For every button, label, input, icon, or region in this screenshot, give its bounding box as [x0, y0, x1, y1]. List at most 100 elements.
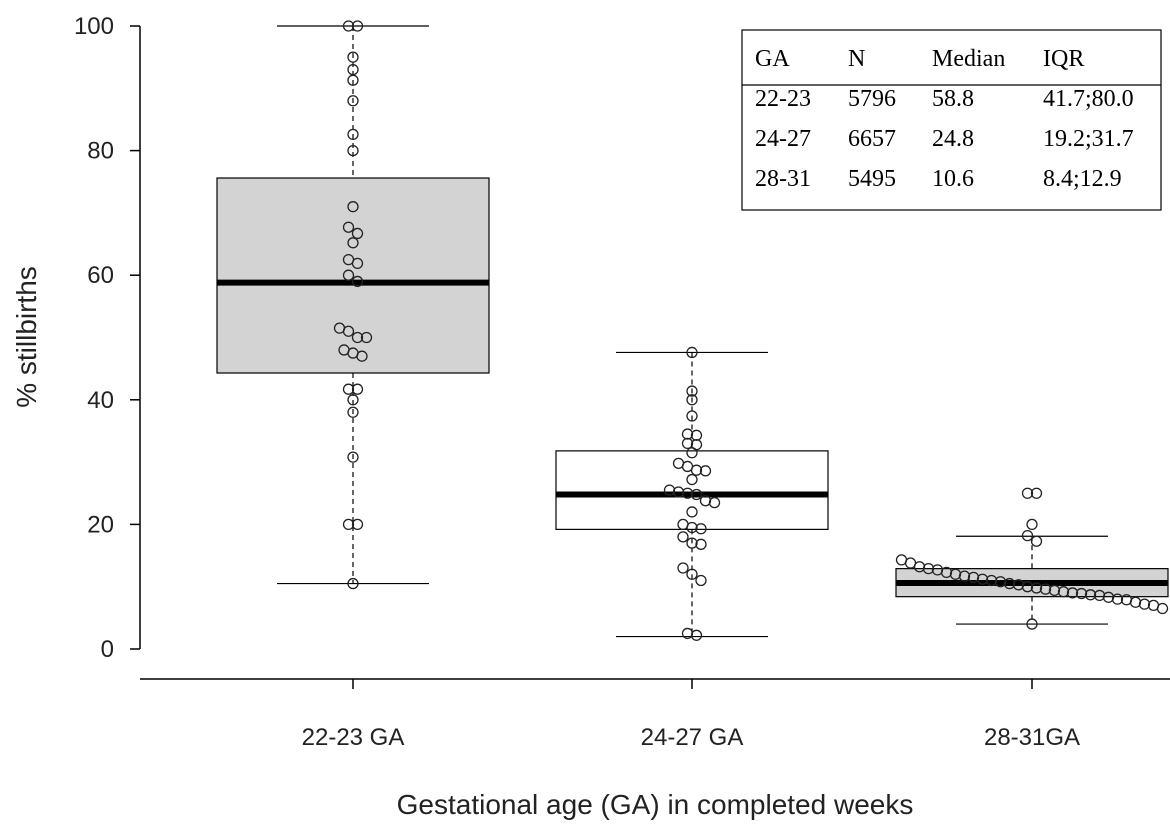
data-point — [347, 95, 359, 107]
data-point — [1048, 584, 1061, 597]
data-point — [672, 486, 685, 498]
table-cell: 28-31 — [755, 166, 811, 192]
summary-table: GA N Median IQR 22-23 5796 58.8 41.7;80.0 24-27 6… — [741, 29, 1162, 211]
table-cell: 58.8 — [932, 86, 974, 112]
data-point — [922, 562, 935, 575]
data-point — [342, 20, 355, 32]
data-point — [347, 406, 359, 418]
x-ticks: 22-23 GA 24-27 GA 28-31GA — [302, 679, 1080, 751]
data-point — [342, 221, 355, 233]
y-tick-label: 40 — [87, 387, 114, 414]
data-point — [347, 394, 359, 406]
data-point — [686, 346, 698, 359]
summary-table-border — [741, 29, 1162, 211]
box-group — [555, 346, 829, 641]
data-point — [708, 496, 721, 509]
data-point — [1039, 583, 1052, 595]
data-point — [976, 573, 989, 585]
data-point — [686, 521, 698, 534]
data-point — [1021, 529, 1034, 542]
data-point — [347, 128, 359, 141]
y-tick-label: 100 — [74, 13, 114, 40]
data-point — [677, 562, 689, 574]
table-cell: 6657 — [848, 126, 896, 152]
data-point — [1026, 518, 1038, 531]
box-group — [216, 20, 490, 590]
data-point — [1129, 596, 1142, 608]
y-tick-label: 20 — [87, 511, 114, 538]
data-point — [1057, 586, 1070, 598]
table-header-cell: N — [848, 46, 865, 72]
table-cell: 5796 — [848, 86, 896, 112]
data-point — [1084, 589, 1097, 601]
data-point — [686, 385, 698, 397]
y-tick-label: 0 — [101, 636, 114, 663]
data-point — [347, 201, 359, 213]
data-point — [1138, 598, 1151, 610]
data-point — [1030, 487, 1043, 499]
data-point — [686, 394, 698, 406]
table-cell: 24-27 — [755, 126, 811, 152]
data-point — [347, 451, 359, 463]
x-tick-label: 28-31GA — [984, 724, 1080, 751]
data-point — [351, 257, 364, 270]
data-point — [690, 429, 703, 441]
data-point — [1075, 587, 1088, 600]
data-point — [347, 144, 359, 157]
table-cell: 5495 — [848, 166, 896, 192]
data-point — [1111, 593, 1124, 605]
table-header-cell: Median — [932, 46, 1005, 72]
y-ticks: 0 20 40 60 80 100 — [74, 13, 140, 663]
data-point — [686, 447, 698, 459]
data-point — [351, 518, 364, 531]
box-group — [895, 487, 1169, 630]
data-point — [351, 383, 364, 395]
data-point — [342, 383, 355, 395]
data-point — [686, 410, 698, 422]
data-point — [351, 275, 364, 288]
data-point — [351, 331, 364, 344]
x-axis: 22-23 GA 24-27 GA 28-31GA — [140, 678, 1170, 751]
data-point — [690, 488, 703, 501]
data-point — [356, 350, 368, 362]
y-axis: 0 20 40 60 80 100 — [74, 13, 141, 663]
data-point — [1026, 618, 1038, 630]
table-header-cell: GA — [755, 46, 790, 72]
data-point — [1021, 581, 1034, 593]
data-point — [347, 237, 359, 249]
data-point — [681, 437, 694, 450]
x-axis-title: Gestational age (GA) in completed weeks — [397, 789, 914, 820]
data-point — [351, 227, 364, 240]
data-point — [347, 51, 359, 63]
table-cell: 8.4;12.9 — [1043, 166, 1122, 192]
data-point — [686, 506, 698, 518]
data-point — [342, 325, 355, 337]
boxes — [216, 20, 1169, 641]
data-point — [347, 577, 359, 590]
data-point — [958, 570, 971, 582]
data-point — [347, 74, 359, 86]
data-point — [690, 629, 703, 641]
data-point — [1003, 577, 1016, 590]
y-tick-label: 60 — [87, 262, 114, 289]
data-point — [681, 428, 694, 440]
data-point — [1030, 535, 1043, 547]
table-cell: 41.7;80.0 — [1043, 86, 1134, 112]
data-point — [686, 473, 698, 486]
table-cell: 19.2;31.7 — [1043, 126, 1134, 152]
x-tick-label: 24-27 GA — [641, 724, 744, 751]
table-header-cell: IQR — [1043, 46, 1084, 72]
data-point — [695, 574, 707, 587]
table-cell: 10.6 — [932, 166, 974, 192]
data-point — [1021, 487, 1034, 499]
data-point — [695, 523, 707, 535]
y-tick-label: 80 — [87, 138, 114, 165]
data-point — [690, 464, 703, 476]
data-point — [342, 518, 355, 531]
data-point — [1156, 602, 1169, 615]
data-point — [1030, 582, 1043, 594]
data-point — [1066, 587, 1079, 599]
data-point — [351, 20, 364, 32]
data-point — [681, 487, 694, 499]
